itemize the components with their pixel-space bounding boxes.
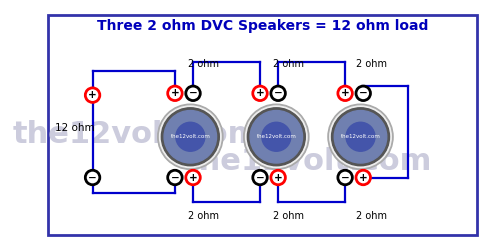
Circle shape (253, 170, 267, 185)
Circle shape (158, 104, 223, 169)
Circle shape (271, 170, 286, 185)
Text: +: + (170, 88, 180, 98)
Text: +: + (256, 88, 264, 98)
Circle shape (168, 86, 182, 101)
Text: 2 ohm: 2 ohm (356, 59, 387, 69)
Circle shape (338, 170, 352, 185)
Text: +: + (189, 172, 197, 182)
Text: the12volt.com: the12volt.com (341, 134, 381, 139)
Circle shape (332, 108, 389, 166)
Circle shape (186, 170, 200, 185)
Text: the12volt.com: the12volt.com (12, 120, 260, 148)
Text: +: + (88, 90, 97, 100)
Text: −: − (88, 172, 97, 182)
Text: 2 ohm: 2 ohm (189, 212, 219, 222)
Text: +: + (274, 172, 283, 182)
Text: −: − (359, 88, 368, 98)
Text: 2 ohm: 2 ohm (273, 212, 303, 222)
Circle shape (338, 86, 352, 101)
Text: −: − (341, 172, 349, 182)
Circle shape (246, 106, 307, 168)
Circle shape (85, 88, 100, 102)
Circle shape (330, 106, 391, 168)
Text: 12 ohm: 12 ohm (55, 123, 94, 133)
Text: 2 ohm: 2 ohm (189, 59, 219, 69)
Text: the12volt.com: the12volt.com (184, 147, 432, 176)
Circle shape (85, 170, 100, 185)
Circle shape (346, 122, 375, 151)
Circle shape (159, 106, 221, 168)
Circle shape (328, 104, 393, 169)
Text: 2 ohm: 2 ohm (273, 59, 303, 69)
Text: −: − (256, 172, 264, 182)
Circle shape (168, 170, 182, 185)
Text: Three 2 ohm DVC Speakers = 12 ohm load: Three 2 ohm DVC Speakers = 12 ohm load (97, 19, 429, 33)
Circle shape (271, 86, 286, 101)
Text: 2 ohm: 2 ohm (356, 212, 387, 222)
Circle shape (334, 110, 387, 163)
Circle shape (247, 108, 305, 166)
Circle shape (161, 108, 219, 166)
Text: +: + (359, 172, 368, 182)
Circle shape (186, 86, 200, 101)
Circle shape (164, 110, 216, 163)
Text: +: + (341, 88, 349, 98)
Text: the12volt.com: the12volt.com (170, 134, 210, 139)
Circle shape (356, 86, 371, 101)
Circle shape (356, 170, 371, 185)
Text: −: − (274, 88, 283, 98)
Circle shape (253, 86, 267, 101)
Circle shape (176, 122, 205, 151)
Circle shape (250, 110, 302, 163)
Circle shape (244, 104, 309, 169)
Text: −: − (170, 172, 180, 182)
Text: the12volt.com: the12volt.com (256, 134, 296, 139)
Circle shape (262, 122, 291, 151)
Text: −: − (189, 88, 197, 98)
